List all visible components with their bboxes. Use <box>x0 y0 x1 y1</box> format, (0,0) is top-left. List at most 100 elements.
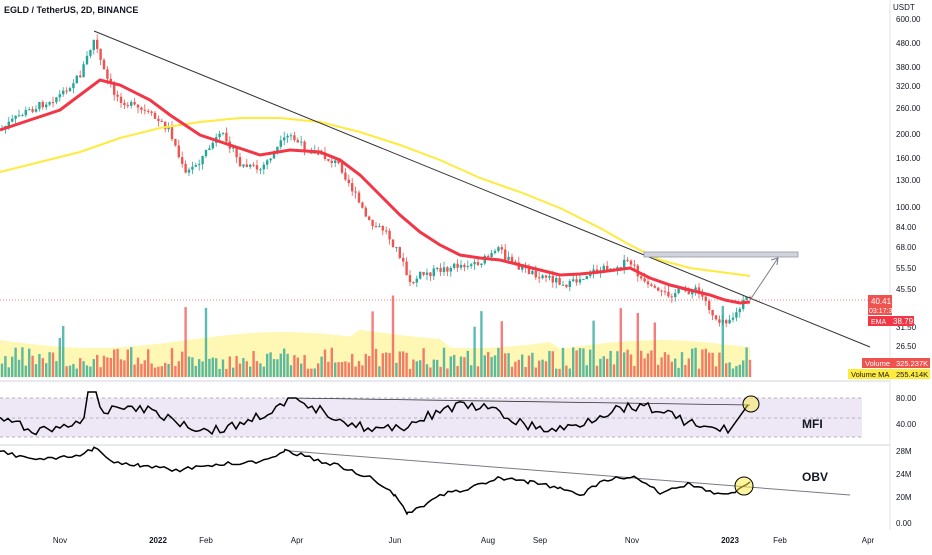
candle-body <box>344 172 347 180</box>
obv-line[interactable] <box>0 446 751 516</box>
mfi-line[interactable] <box>0 391 749 436</box>
volume-bar <box>371 311 374 377</box>
volume-bar <box>17 359 21 377</box>
price-axis-ticks: 600.00 480.00 380.00 320.00 260.00 200.00 160.… <box>896 15 921 351</box>
candle-body <box>364 207 367 217</box>
volume-bar <box>143 360 146 377</box>
candle-body <box>160 120 163 122</box>
volume-bar <box>646 353 650 377</box>
candle-body <box>208 148 211 150</box>
candle-body <box>113 83 116 95</box>
time-axis-label: Feb <box>199 536 213 545</box>
candle-body <box>653 285 656 288</box>
candle-body <box>555 278 558 283</box>
volume-bar <box>126 349 129 377</box>
projection-arrow[interactable] <box>749 257 779 301</box>
obv-highlight-circle[interactable] <box>734 476 754 496</box>
mfi-highlight-circle[interactable] <box>742 395 760 413</box>
volume-bar <box>524 367 527 377</box>
ema-tag-value-bg <box>890 316 914 326</box>
candle-body <box>150 111 153 113</box>
candle-body <box>211 142 214 149</box>
ema-line[interactable] <box>0 78 751 305</box>
volume-bar <box>242 358 245 377</box>
volume-bar <box>466 350 469 377</box>
candle-body <box>561 284 565 286</box>
candle-body <box>164 121 167 130</box>
volume-bar <box>453 354 456 377</box>
candle-body <box>470 264 473 267</box>
volume-bar <box>725 363 728 377</box>
resistance-zone-rectangle[interactable] <box>643 251 799 258</box>
volume-bar <box>368 356 371 377</box>
candle-body <box>466 266 469 268</box>
candle-body <box>718 319 721 323</box>
candle-body <box>232 147 235 149</box>
candle-body <box>269 158 272 161</box>
last-price-tag-bg <box>868 295 892 315</box>
volume-bar <box>633 366 636 377</box>
price-tick-label: 320.00 <box>896 82 921 91</box>
volume-bar <box>249 366 252 377</box>
candle-body <box>354 191 357 193</box>
volume-bar <box>245 361 248 377</box>
candle-body <box>398 247 401 259</box>
volume-bar <box>456 366 459 377</box>
volume-bar <box>691 348 694 377</box>
candle-body <box>347 179 350 184</box>
candle-body <box>697 287 701 294</box>
volume-bar <box>408 368 412 377</box>
obv-trendline[interactable] <box>289 450 851 496</box>
volume-bar <box>62 326 65 377</box>
candle-body <box>194 165 197 167</box>
volume-bar <box>293 355 296 377</box>
candle-body <box>289 135 293 137</box>
volume-bar <box>0 363 4 377</box>
volume-bar <box>623 352 626 377</box>
volume-bar <box>531 352 534 377</box>
volume-bar <box>595 365 599 377</box>
volume-bar <box>310 368 313 377</box>
volume-bar <box>259 363 262 377</box>
candle-body <box>58 94 61 98</box>
candle-body <box>242 164 245 167</box>
volume-bar <box>300 363 303 377</box>
candle-body <box>79 75 82 78</box>
volume-bar <box>714 366 718 377</box>
ema-tag-label: EMA <box>871 319 887 326</box>
volume-bar <box>351 353 354 377</box>
volume-bar <box>262 366 265 377</box>
volume-bar <box>606 358 609 377</box>
candle-body <box>361 202 364 208</box>
candle-body <box>629 260 633 265</box>
volume-bar <box>500 321 503 377</box>
volume-bar <box>704 348 707 377</box>
volume-bar <box>323 349 327 377</box>
volume-bar <box>667 354 670 377</box>
volume-bar <box>215 358 218 377</box>
volume-bar <box>313 368 316 377</box>
candle-body <box>55 97 58 103</box>
volume-bar <box>174 366 177 377</box>
candle-body <box>170 126 174 140</box>
volume-bar <box>225 368 228 377</box>
candle-body <box>296 139 299 143</box>
volume-bar <box>653 322 656 377</box>
candle-body <box>276 146 279 152</box>
candle-body <box>14 115 17 119</box>
candle-body <box>272 151 276 159</box>
descending-trendline[interactable] <box>93 30 871 348</box>
candle-body <box>633 264 636 266</box>
candle-body <box>510 256 514 262</box>
mfi-trendline[interactable] <box>289 397 751 406</box>
volume-bar <box>133 364 136 377</box>
candle-body <box>96 39 99 49</box>
candle-body <box>602 265 605 271</box>
symbol-header[interactable]: EGLD / TetherUS, 2D, BINANCE <box>4 5 138 15</box>
candle-body <box>568 281 571 288</box>
candle-body <box>143 109 146 111</box>
candle-body <box>667 291 670 297</box>
candle-body <box>585 276 588 280</box>
